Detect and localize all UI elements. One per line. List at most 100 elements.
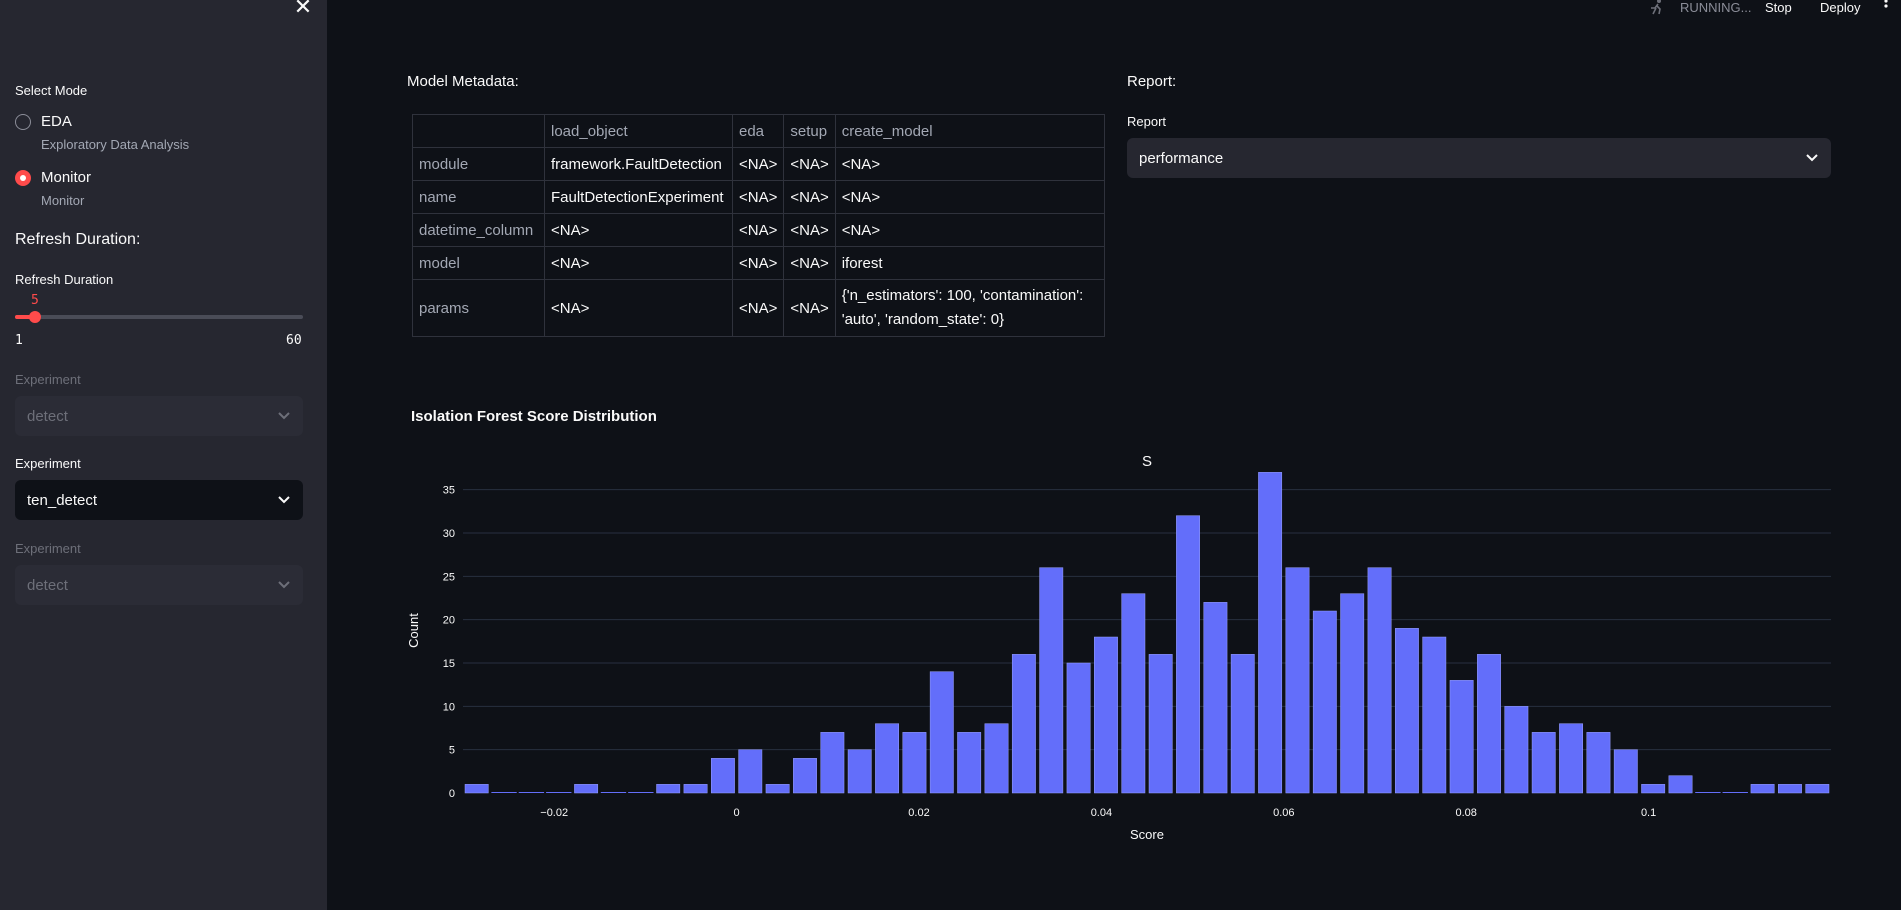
table-header-cell: setup <box>783 114 836 148</box>
x-tick-label: 0.02 <box>908 807 929 819</box>
table-row: datetime_column <NA> <NA> <NA> <NA> <box>412 213 1106 247</box>
histogram-bar <box>710 758 735 794</box>
table-cell: <NA> <box>731 246 785 280</box>
histogram-bar <box>875 723 900 794</box>
sidebar: ✕ Select Mode EDA Exploratory Data Analy… <box>0 0 327 910</box>
y-tick-label: 35 <box>443 485 455 497</box>
histogram-bar <box>765 784 790 794</box>
histogram-bar <box>984 723 1009 794</box>
histogram-bar <box>464 784 489 794</box>
table-cell: <NA> <box>783 213 836 247</box>
table-row-header: model <box>412 246 545 280</box>
y-tick-label: 30 <box>443 528 455 540</box>
table-cell: <NA> <box>834 213 1106 247</box>
table-row-header: params <box>412 279 545 337</box>
refresh-heading: Refresh Duration: <box>15 231 141 248</box>
histogram-bar <box>1011 654 1036 794</box>
table-cell: <NA> <box>834 180 1106 214</box>
experiment-select-3-value: detect <box>27 576 68 594</box>
chevron-down-icon <box>277 409 291 423</box>
histogram-bar <box>1340 593 1365 794</box>
histogram-bar <box>1531 732 1556 794</box>
chevron-down-icon <box>277 578 291 592</box>
refresh-slider-max: 60 <box>286 333 302 348</box>
table-header-row: load_object eda setup create_model <box>412 114 1106 148</box>
histogram-bar <box>847 749 872 794</box>
chart-heading: Isolation Forest Score Distribution <box>411 408 657 425</box>
table-row-header: datetime_column <box>412 213 545 247</box>
running-status: RUNNING... <box>1680 0 1752 15</box>
experiment-label-3: Experiment <box>15 541 81 556</box>
chevron-down-icon <box>277 493 291 507</box>
histogram-bar <box>957 732 982 794</box>
histogram-bar <box>1094 636 1118 794</box>
mode-radio-eda[interactable]: EDA <box>15 113 72 130</box>
x-tick-label: 0.08 <box>1455 807 1476 819</box>
histogram-bar <box>656 784 681 794</box>
table-row: params <NA> <NA> <NA> {'n_estimators': 1… <box>412 279 1106 337</box>
y-axis-label: Count <box>406 613 421 648</box>
table-cell: <NA> <box>544 246 733 280</box>
radio-checked-icon <box>15 169 31 186</box>
histogram-bar <box>683 784 708 794</box>
histogram-bar <box>1203 602 1228 794</box>
stop-button[interactable]: Stop <box>1765 0 1792 15</box>
mode-caption-monitor: Monitor <box>41 193 85 208</box>
running-icon <box>1648 0 1666 19</box>
experiment-select-3: detect <box>15 565 303 605</box>
refresh-slider-track[interactable] <box>15 315 303 319</box>
experiment-select-1: detect <box>15 396 303 436</box>
histogram-bar <box>1312 610 1337 794</box>
mode-label-eda: EDA <box>41 113 72 130</box>
experiment-select-2[interactable]: ten_detect <box>15 480 303 520</box>
refresh-slider-thumb[interactable] <box>29 311 41 323</box>
histogram-bar <box>902 732 927 794</box>
histogram-bar <box>1750 784 1775 794</box>
x-tick-label: 0.06 <box>1273 807 1294 819</box>
experiment-label-2: Experiment <box>15 456 81 471</box>
histogram-bar <box>1230 654 1255 794</box>
table-row-header: name <box>412 180 545 214</box>
histogram-bar <box>1504 706 1529 794</box>
y-tick-label: 0 <box>449 788 455 800</box>
table-cell: <NA> <box>731 279 785 337</box>
model-metadata-label: Model Metadata: <box>407 73 519 90</box>
histogram-bar <box>1641 784 1666 794</box>
deploy-button[interactable]: Deploy <box>1820 0 1861 15</box>
histogram-bar <box>738 749 763 794</box>
histogram-bar <box>1778 784 1802 794</box>
table-cell: <NA> <box>783 246 836 280</box>
table-row: name FaultDetectionExperiment <NA> <NA> … <box>412 180 1106 214</box>
close-sidebar-icon[interactable]: ✕ <box>293 0 313 19</box>
experiment-select-2-value: ten_detect <box>27 491 98 509</box>
refresh-slider-label: Refresh Duration <box>15 272 114 287</box>
histogram-bar <box>793 758 817 794</box>
histogram-bar <box>1258 472 1283 794</box>
y-tick-label: 10 <box>443 701 455 713</box>
histogram-bar <box>820 732 845 794</box>
radio-unchecked-icon <box>15 113 31 130</box>
main-menu-icon[interactable] <box>1883 0 1893 16</box>
histogram-bar <box>1066 662 1091 794</box>
table-header-cell: load_object <box>544 114 733 148</box>
report-select-label: Report <box>1127 114 1167 129</box>
table-cell: <NA> <box>783 147 836 181</box>
chart-title: S <box>1142 453 1152 470</box>
histogram-bar <box>1121 593 1146 794</box>
histogram-bar <box>1805 784 1830 794</box>
x-tick-label: 0 <box>734 807 740 819</box>
report-select[interactable]: performance <box>1127 138 1831 178</box>
x-tick-label: 0.1 <box>1641 807 1656 819</box>
histogram-bar <box>1668 775 1693 794</box>
table-header-cell <box>412 114 545 148</box>
histogram-bar <box>1394 628 1419 794</box>
mode-caption-eda: Exploratory Data Analysis <box>41 137 190 152</box>
y-tick-label: 15 <box>443 658 455 670</box>
table-cell: <NA> <box>783 180 836 214</box>
mode-radio-monitor[interactable]: Monitor <box>15 169 91 186</box>
table-cell: iforest <box>834 246 1106 280</box>
table-header-cell: eda <box>731 114 785 148</box>
table-row-header: module <box>412 147 545 181</box>
table-cell: <NA> <box>731 180 785 214</box>
table-cell: {'n_estimators': 100, 'contamination': '… <box>834 279 1106 337</box>
